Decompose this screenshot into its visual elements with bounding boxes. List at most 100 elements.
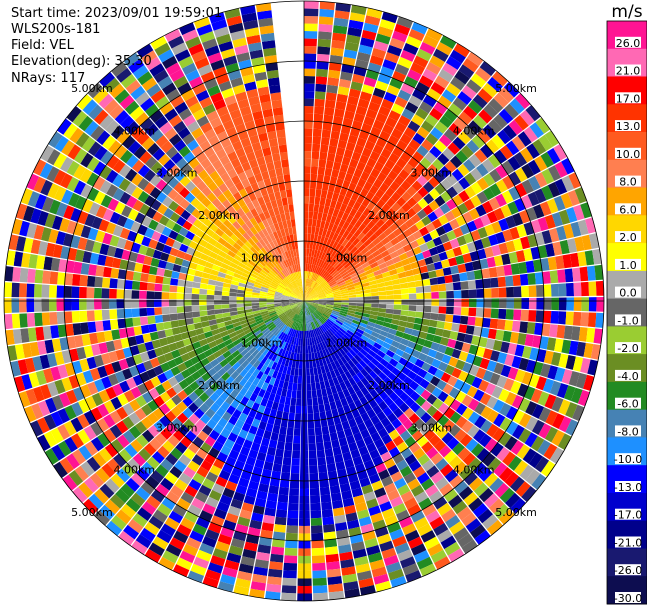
- range-gate: [458, 190, 470, 203]
- range-gate: [304, 61, 316, 69]
- range-gate: [309, 290, 315, 296]
- range-gate: [310, 292, 317, 297]
- range-gate: [352, 237, 361, 246]
- range-gate: [366, 242, 375, 251]
- range-gate: [529, 122, 544, 139]
- range-gate: [376, 209, 386, 219]
- range-gate: [501, 190, 514, 204]
- range-gate: [382, 59, 397, 71]
- range-gate: [389, 358, 399, 367]
- range-gate: [304, 296, 311, 301]
- range-gate: [304, 98, 314, 107]
- range-gate: [445, 282, 454, 291]
- range-gate: [503, 81, 520, 98]
- range-gate: [514, 114, 529, 131]
- range-gate: [353, 281, 362, 287]
- range-gate: [541, 323, 551, 337]
- range-gate: [522, 448, 537, 464]
- range-gate: [478, 109, 493, 124]
- range-gate: [468, 154, 482, 168]
- range-gate: [368, 101, 381, 113]
- range-gate: [504, 103, 519, 119]
- range-gate: [563, 223, 574, 239]
- range-gate: [534, 322, 543, 336]
- range-gate: [475, 204, 487, 217]
- range-gate: [329, 176, 338, 186]
- range-gate: [524, 334, 534, 347]
- range-gate: [360, 37, 375, 48]
- range-gate: [304, 301, 312, 304]
- range-gate: [546, 337, 557, 351]
- range-gate: [498, 432, 512, 447]
- range-gate: [304, 301, 311, 305]
- range-gate: [365, 254, 375, 262]
- range-gate: [392, 314, 401, 321]
- range-gate: [334, 262, 342, 270]
- range-gate: [373, 269, 382, 276]
- range-gate: [517, 333, 527, 346]
- range-gate: [360, 235, 369, 244]
- range-gate: [370, 307, 379, 312]
- range-gate: [311, 281, 316, 289]
- range-gate: [315, 250, 321, 259]
- range-gate: [425, 382, 436, 394]
- range-gate: [467, 398, 480, 411]
- range-gate: [480, 419, 493, 433]
- range-gate: [371, 214, 381, 224]
- range-gate: [558, 209, 571, 225]
- range-gate: [381, 271, 391, 278]
- range-gate: [304, 298, 312, 301]
- range-gate: [389, 222, 399, 232]
- range-gate: [307, 263, 310, 272]
- range-gate: [502, 229, 513, 242]
- range-gate: [315, 275, 321, 283]
- range-gate: [343, 334, 351, 342]
- range-gate: [318, 278, 325, 285]
- range-gate: [375, 33, 391, 45]
- range-gate: [383, 254, 392, 263]
- range-gate: [335, 101, 347, 111]
- range-gate: [312, 219, 317, 227]
- range-gate: [331, 241, 339, 250]
- range-gate: [380, 266, 389, 274]
- range-gate: [319, 260, 325, 268]
- range-gate: [430, 342, 440, 351]
- range-gate: [542, 271, 551, 284]
- range-gate: [487, 457, 502, 472]
- range-gate: [505, 240, 516, 253]
- range-gate: [389, 77, 403, 90]
- range-gate: [449, 331, 459, 341]
- range-gate: [304, 297, 311, 301]
- range-gate: [508, 186, 521, 201]
- range-gate: [354, 220, 363, 229]
- range-gate: [325, 305, 334, 309]
- range-gate: [327, 207, 335, 216]
- range-gate: [339, 187, 348, 197]
- range-gate: [304, 297, 311, 301]
- range-gate: [341, 212, 349, 222]
- range-gate: [375, 338, 385, 346]
- range-gate: [422, 94, 437, 108]
- range-gate: [387, 135, 400, 146]
- range-gate: [561, 369, 573, 385]
- range-gate: [361, 226, 371, 235]
- range-gate: [458, 177, 471, 190]
- range-gate: [530, 436, 545, 452]
- range-gate: [422, 249, 432, 259]
- range-gate: [364, 15, 381, 26]
- range-gate: [446, 83, 461, 97]
- range-gate: [363, 76, 377, 88]
- range-gate: [442, 329, 451, 339]
- range-gate: [401, 108, 415, 121]
- range-gate: [391, 128, 403, 140]
- range-gate: [316, 266, 322, 275]
- range-gate: [491, 385, 503, 399]
- range-gate: [447, 338, 457, 349]
- range-gate: [359, 258, 368, 266]
- range-gate: [345, 317, 354, 322]
- range-gate: [448, 424, 461, 437]
- range-gate: [326, 191, 334, 200]
- range-gate: [439, 233, 450, 244]
- range-gate: [422, 233, 433, 243]
- range-gate: [308, 279, 311, 287]
